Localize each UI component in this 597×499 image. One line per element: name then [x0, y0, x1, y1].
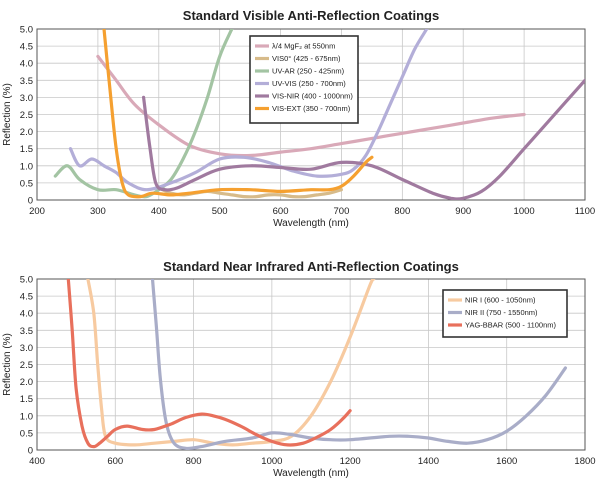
y-tick-label: 5.0 — [20, 25, 33, 36]
y-tick-label: 0 — [28, 196, 33, 207]
legend-label: λ/4 MgF₂ at 550nm — [272, 42, 335, 51]
legend-label: NIR II (750 - 1550nm) — [465, 308, 538, 317]
y-tick-label: 1.5 — [20, 394, 33, 405]
y-tick-label: 4.0 — [20, 309, 33, 320]
y-tick-label: 1.5 — [20, 144, 33, 155]
x-tick-label: 400 — [151, 206, 167, 217]
x-tick-label: 300 — [90, 206, 106, 217]
y-tick-label: 4.0 — [20, 59, 33, 70]
y-tick-label: 2.0 — [20, 377, 33, 388]
legend-label: VIS0° (425 - 675nm) — [272, 54, 341, 63]
legend-label: VIS-NIR (400 - 1000nm) — [272, 92, 353, 101]
legend-box — [442, 289, 568, 338]
x-axis-label: Wavelength (nm) — [273, 468, 349, 479]
x-tick-label: 800 — [186, 456, 202, 467]
y-tick-label: 3.5 — [20, 326, 33, 337]
legend-label: NIR I (600 - 1050nm) — [465, 296, 536, 305]
y-tick-label: 5.0 — [20, 275, 33, 286]
x-tick-label: 700 — [334, 206, 350, 217]
series-line-0 — [86, 279, 376, 447]
y-tick-label: 2.5 — [20, 110, 33, 121]
x-tick-label: 200 — [29, 206, 45, 217]
x-tick-label: 1000 — [261, 456, 282, 467]
y-tick-label: 1.0 — [20, 411, 33, 422]
series-line-3 — [68, 29, 429, 192]
y-tick-label: 3.5 — [20, 76, 33, 87]
legend-label: YAG-BBAR (500 - 1100nm) — [465, 321, 557, 330]
y-tick-label: 2.5 — [20, 360, 33, 371]
y-tick-label: 2.0 — [20, 127, 33, 138]
visible-ar-chart: Standard Visible Anti-Reflection Coating… — [2, 8, 595, 229]
legend-label: UV-VIS (250 - 700nm) — [272, 79, 346, 88]
nir-ar-chart: Standard Near Infrared Anti-Reflection C… — [2, 259, 596, 479]
x-tick-label: 400 — [29, 456, 45, 467]
series-line-2 — [66, 279, 352, 449]
y-tick-label: 4.5 — [20, 292, 33, 303]
y-tick-label: 4.5 — [20, 42, 33, 53]
x-tick-label: 1000 — [514, 206, 535, 217]
x-tick-label: 800 — [394, 206, 410, 217]
series-line-1 — [150, 279, 567, 450]
y-tick-label: 0 — [28, 446, 33, 457]
y-axis-label: Reflection (%) — [2, 333, 13, 396]
y-tick-label: 0.5 — [20, 428, 33, 439]
chart-title: Standard Visible Anti-Reflection Coating… — [183, 8, 439, 23]
plot-frame — [36, 278, 586, 451]
plot-frame — [36, 28, 586, 201]
x-tick-label: 1800 — [574, 456, 595, 467]
y-axis-label: Reflection (%) — [2, 83, 13, 146]
x-tick-label: 1400 — [418, 456, 439, 467]
y-tick-label: 1.0 — [20, 161, 33, 172]
y-tick-label: 3.0 — [20, 343, 33, 354]
x-tick-label: 1100 — [575, 206, 595, 217]
x-tick-label: 1600 — [496, 456, 517, 467]
legend-label: UV-AR (250 - 425nm) — [272, 67, 345, 76]
x-tick-label: 500 — [212, 206, 228, 217]
series-line-5 — [102, 29, 374, 199]
x-tick-label: 600 — [273, 206, 289, 217]
x-tick-label: 1200 — [340, 456, 361, 467]
x-axis-label: Wavelength (nm) — [273, 218, 349, 229]
x-tick-label: 600 — [107, 456, 123, 467]
chart-title: Standard Near Infrared Anti-Reflection C… — [163, 259, 459, 274]
y-tick-label: 0.5 — [20, 178, 33, 189]
x-tick-label: 900 — [455, 206, 471, 217]
y-tick-label: 3.0 — [20, 93, 33, 104]
series-line-4 — [142, 78, 585, 200]
legend-label: VIS-EXT (350 - 700nm) — [272, 104, 351, 113]
